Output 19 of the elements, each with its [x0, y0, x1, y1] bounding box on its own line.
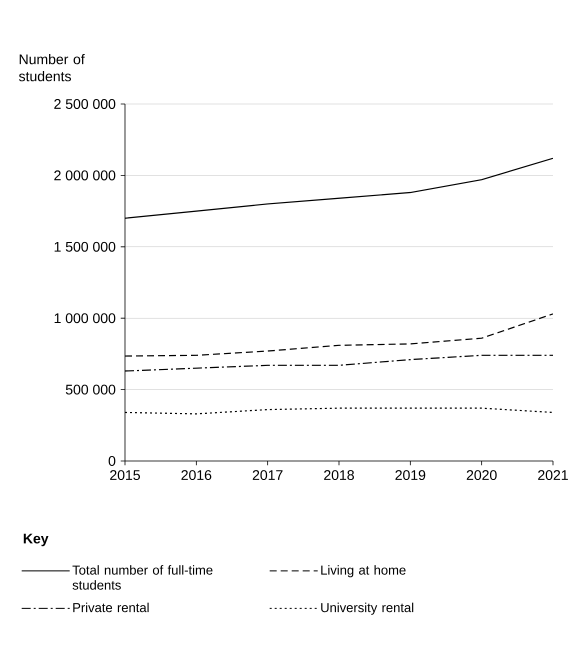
y-tick-label: 1 000 000 — [54, 313, 116, 324]
y-tick-label: 0 — [108, 456, 116, 466]
legend-label: Total number of full-time students — [72, 565, 212, 590]
x-tick-label: 2018 — [324, 470, 354, 480]
legend-label: Private rental — [73, 602, 149, 612]
x-tick-label: 2017 — [252, 470, 283, 480]
y-tick-label: 2 500 000 — [54, 99, 116, 109]
legend-title: Key — [24, 534, 48, 546]
x-tick-label: 2015 — [110, 470, 140, 480]
x-tick-label: 2019 — [395, 470, 426, 480]
legend-label: University rental — [321, 602, 414, 615]
x-tick-label: 2016 — [181, 470, 212, 480]
x-tick-label: 2021 — [538, 470, 568, 480]
y-tick-label: 1 500 000 — [54, 242, 116, 252]
legend-label: Living at home — [321, 565, 406, 578]
y-tick-label: 2 000 000 — [54, 170, 116, 180]
x-tick-label: 2020 — [466, 470, 497, 480]
y-tick-label: 500 000 — [66, 384, 116, 395]
y-axis-title: Number of students — [18, 54, 85, 82]
